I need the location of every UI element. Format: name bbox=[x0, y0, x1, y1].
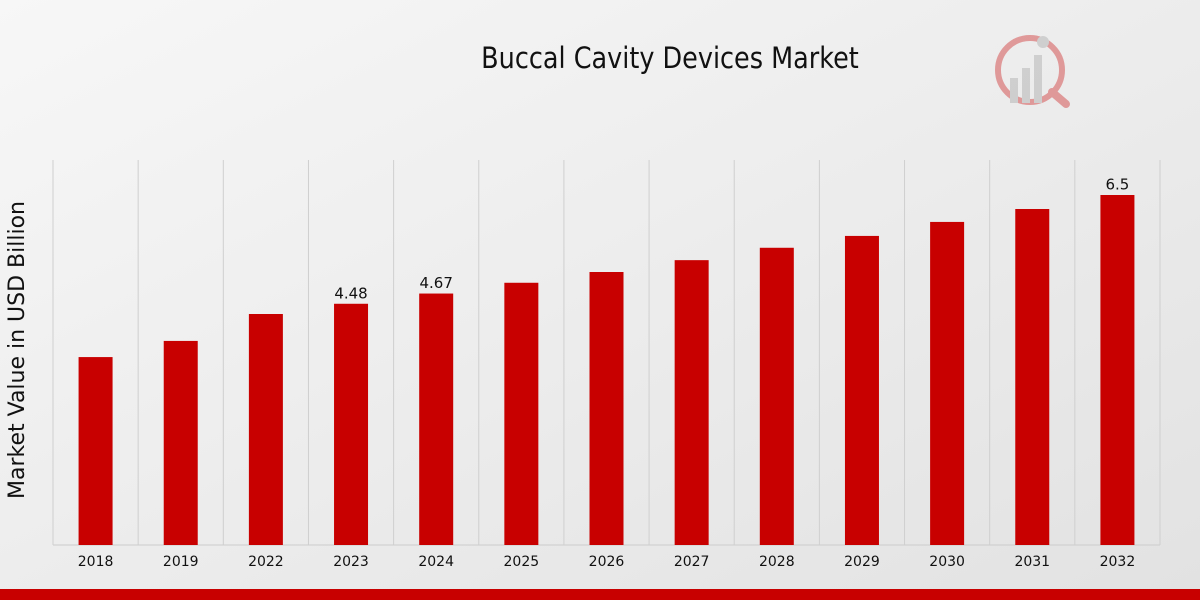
chart-title: Buccal Cavity Devices Market bbox=[481, 42, 859, 75]
x-tick-label: 2027 bbox=[674, 554, 710, 570]
y-axis-label: Market Value in USD Billion bbox=[5, 201, 30, 499]
x-tick-label: 2026 bbox=[589, 554, 625, 570]
data-label: 4.48 bbox=[334, 284, 367, 302]
bar bbox=[930, 221, 965, 545]
x-tick-label: 2028 bbox=[759, 554, 795, 570]
data-label: 6.5 bbox=[1105, 176, 1129, 194]
x-tick-label: 2031 bbox=[1014, 554, 1050, 570]
bar bbox=[589, 272, 624, 545]
data-label: 4.67 bbox=[419, 274, 452, 292]
bar bbox=[1015, 209, 1050, 545]
x-tick-label: 2030 bbox=[929, 554, 965, 570]
bar bbox=[334, 303, 369, 545]
x-tick-label: 2022 bbox=[248, 554, 284, 570]
bar bbox=[504, 282, 539, 545]
logo bbox=[995, 35, 1070, 108]
footer-strip bbox=[0, 589, 1200, 600]
bar bbox=[844, 235, 879, 545]
x-tick-label: 2032 bbox=[1100, 554, 1136, 570]
bar bbox=[78, 357, 113, 545]
bar bbox=[759, 247, 794, 545]
bar bbox=[419, 293, 454, 545]
x-tick-label: 2023 bbox=[333, 554, 369, 570]
bar bbox=[674, 260, 709, 545]
x-tick-label: 2025 bbox=[504, 554, 540, 570]
x-tick-label: 2019 bbox=[163, 554, 199, 570]
bar bbox=[1100, 195, 1135, 545]
x-tick-label: 2029 bbox=[844, 554, 880, 570]
bar bbox=[248, 314, 283, 545]
x-tick-label: 2024 bbox=[418, 554, 454, 570]
bar bbox=[163, 340, 198, 545]
x-tick-label: 2018 bbox=[78, 554, 114, 570]
